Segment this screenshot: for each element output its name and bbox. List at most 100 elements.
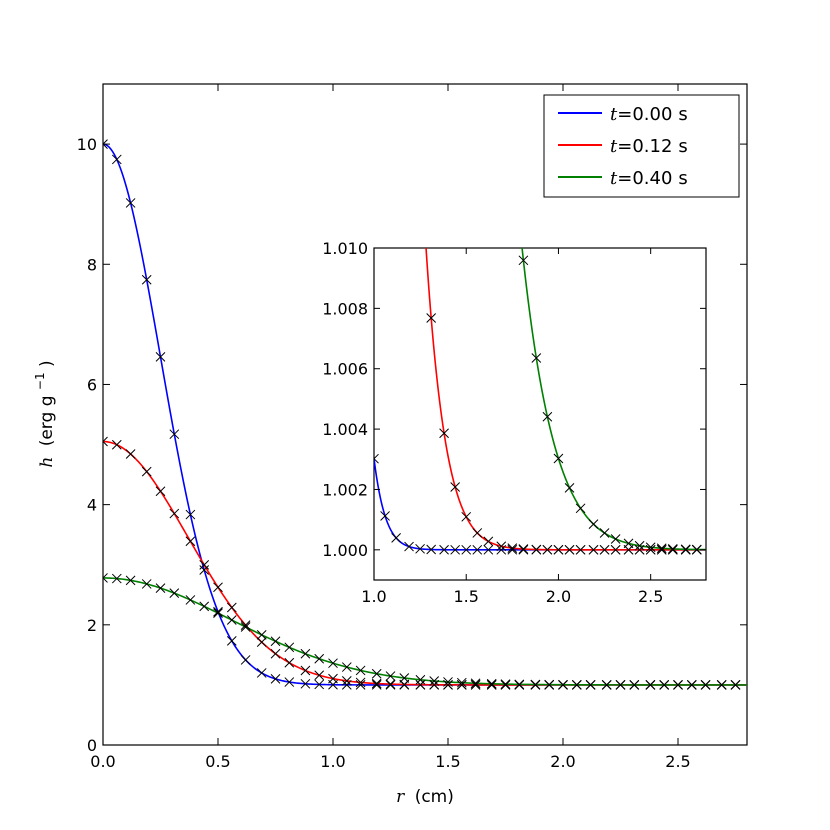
inset-plot: 1.0 1.5 2.0 2.5 1.000 1.002 1.004 1.006 1.008 1.0…: [322, 239, 707, 606]
marker-s0-6: [439, 544, 449, 555]
y-tick-label-3: 1.006: [322, 360, 368, 379]
marker-s0-8: [461, 544, 472, 555]
marker-s2-7: [199, 601, 210, 612]
marker-s2-37: [629, 680, 640, 690]
marker-s2-15: [314, 653, 325, 664]
marker-s1-27: [486, 680, 497, 690]
marker-s1-7: [450, 482, 461, 492]
marker-s1-23: [634, 544, 645, 555]
y-tick-label-0: 0: [87, 736, 97, 755]
marker-s2-28: [691, 544, 702, 555]
marker-s2-3: [141, 579, 152, 589]
marker-s1-11: [496, 541, 507, 552]
marker-s1-15: [314, 670, 325, 681]
marker-s0-4: [415, 543, 425, 554]
marker-s1-2: [125, 449, 136, 459]
marker-s2-14: [300, 648, 311, 659]
x-tick-label-3: 1.5: [435, 752, 460, 771]
y-axis-exp: −1: [33, 372, 47, 390]
marker-s1-28: [500, 680, 511, 690]
x-axis-unit: (cm): [415, 787, 454, 807]
marker-s2-22: [623, 538, 634, 549]
marker-s1-21: [610, 544, 621, 555]
marker-s1-9: [472, 528, 483, 538]
marker-s1-18: [575, 544, 586, 555]
marker-s2-21: [610, 534, 621, 544]
y-tick-label-2: 1.004: [322, 420, 368, 439]
marker-s2-18: [575, 503, 586, 514]
marker-s0-11: [256, 668, 267, 678]
marker-s1-13: [284, 657, 295, 668]
y-tick-label-1: 1.002: [322, 480, 368, 499]
marker-s1-14: [300, 665, 311, 676]
marker-s1-18: [355, 677, 366, 688]
marker-s0-5: [426, 544, 437, 555]
marker-s2-8: [213, 608, 223, 618]
marker-s2-9: [226, 615, 237, 625]
marker-s0-12: [507, 544, 518, 555]
marker-s2-15: [542, 411, 553, 422]
marker-s2-35: [601, 680, 612, 690]
marker-s0-0: [374, 453, 379, 464]
marker-s2-38: [645, 680, 656, 690]
marker-s1-26: [667, 544, 678, 555]
marker-s2-31: [544, 679, 555, 690]
marker-s2-16: [553, 453, 564, 464]
marker-s2-13: [518, 255, 529, 266]
marker-s2-26: [470, 678, 481, 689]
marker-s0-3: [141, 274, 152, 285]
marker-s2-14: [531, 353, 542, 363]
marker-s0-11: [496, 544, 507, 555]
marker-s1-16: [328, 673, 338, 684]
marker-s0-9: [472, 544, 483, 555]
marker-s2-17: [341, 662, 352, 672]
inset-axes-frame: [373, 247, 707, 581]
x-tick-label-0: 0.0: [90, 752, 115, 771]
marker-s1-1: [111, 439, 122, 450]
marker-s0-6: [185, 509, 196, 520]
marker-s2-18: [355, 665, 366, 676]
marker-s1-4: [155, 486, 166, 497]
marker-s2-16: [328, 658, 338, 669]
marker-s1-8: [461, 511, 472, 522]
marker-s2-12: [270, 636, 281, 647]
marker-s2-42: [700, 680, 711, 690]
x-tick-label-0: 1.0: [361, 587, 386, 606]
marker-s2-23: [429, 676, 440, 686]
marker-s2-29: [514, 679, 525, 690]
marker-s0-2: [391, 533, 401, 543]
marker-s2-39: [659, 680, 670, 690]
legend-label-2: t=0.40 s: [610, 168, 688, 189]
marker-s0-15: [314, 679, 325, 690]
marker-s1-26: [470, 680, 481, 690]
y-tick-label-3: 6: [87, 375, 97, 394]
marker-s2-30: [530, 679, 541, 690]
y-axis-label: h (erg g −1 ): [29, 360, 57, 467]
legend: t=0.00 s t=0.12 s t=0.40 s: [543, 94, 740, 198]
marker-s2-22: [415, 674, 426, 685]
marker-s2-36: [615, 680, 626, 690]
marker-s0-17: [341, 679, 352, 690]
y-tick-label-1: 2: [87, 616, 97, 635]
marker-s1-5: [169, 508, 180, 519]
x-tick-label-2: 2.0: [546, 587, 571, 606]
marker-s2-19: [588, 519, 599, 530]
y-axis-unit: (erg g: [37, 396, 57, 447]
marker-s0-8: [213, 606, 223, 617]
y-tick-label-4: 1.008: [322, 299, 368, 318]
marker-s2-34: [585, 679, 596, 690]
marker-s0-19: [371, 680, 382, 690]
marker-s2-20: [385, 671, 396, 681]
marker-s2-27: [680, 544, 691, 555]
x-tick-label-3: 2.5: [638, 587, 663, 606]
marker-s0-13: [284, 677, 295, 687]
marker-s1-15: [542, 544, 553, 555]
marker-s0-1: [380, 511, 390, 521]
marker-s1-19: [371, 678, 382, 689]
series-line-2: [103, 577, 747, 686]
marker-s2-21: [399, 673, 410, 683]
marker-s1-14: [531, 544, 542, 555]
marker-s1-6: [185, 536, 196, 547]
marker-s2-41: [686, 680, 697, 690]
